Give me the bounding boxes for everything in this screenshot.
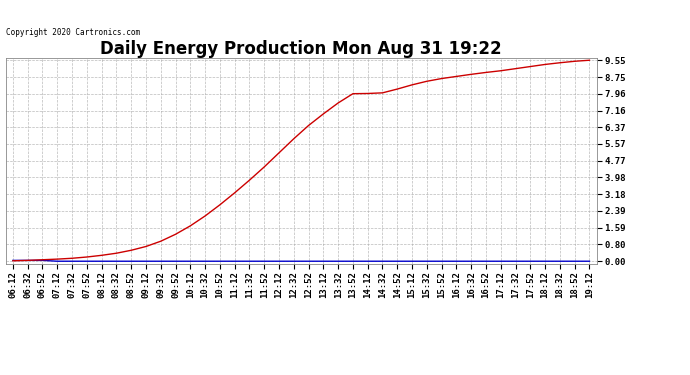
- Title: Daily Energy Production Mon Aug 31 19:22: Daily Energy Production Mon Aug 31 19:22: [100, 40, 502, 58]
- Text: Copyright 2020 Cartronics.com: Copyright 2020 Cartronics.com: [6, 28, 139, 37]
